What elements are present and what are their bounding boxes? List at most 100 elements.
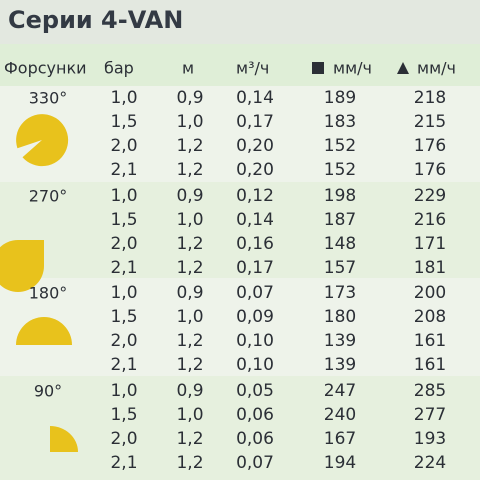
column-header: мм/ч	[417, 58, 456, 78]
table-cell: 173	[323, 283, 357, 303]
angle-label: 330°	[28, 88, 68, 108]
table-cell: 229	[413, 185, 447, 206]
table-cell: 2,1	[110, 257, 138, 278]
header-row	[0, 44, 480, 86]
table-cell: 1,0	[176, 307, 204, 327]
table-cell: 1,2	[176, 257, 204, 278]
table-cell: 1,5	[110, 404, 138, 425]
table-cell: 176	[413, 136, 447, 156]
table-cell: 171	[413, 233, 447, 254]
square-icon	[312, 62, 324, 74]
table-cell: 0,16	[236, 233, 274, 254]
group-band	[0, 376, 480, 480]
table-cell: 0,14	[236, 209, 274, 230]
spray-180	[16, 317, 72, 345]
table-cell: 0,10	[236, 355, 274, 375]
table-cell: 2,1	[110, 355, 138, 375]
table-cell: 181	[413, 257, 447, 278]
angle-label: 270°	[28, 186, 68, 205]
table-cell: 1,2	[176, 331, 204, 351]
table-cell: 152	[323, 136, 357, 156]
table-cell: 161	[413, 355, 447, 375]
table-cell: 1,5	[110, 209, 138, 230]
table-cell: 152	[323, 160, 357, 180]
table-cell: 176	[413, 160, 447, 180]
table-cell: 0,9	[176, 88, 204, 108]
table-cell: 194	[323, 452, 357, 473]
angle-label: 180°	[28, 283, 68, 303]
triangle-icon	[397, 62, 409, 74]
table-cell: 1,0	[110, 185, 138, 206]
spray-330	[16, 114, 69, 167]
column-header: м³/ч	[236, 58, 270, 78]
table-cell: 0,06	[236, 428, 274, 449]
table-cell: 139	[323, 331, 357, 351]
table-cell: 0,05	[236, 380, 274, 401]
table-cell: 285	[413, 380, 447, 401]
table-cell: 277	[413, 404, 447, 425]
table-cell: 0,14	[236, 88, 274, 108]
column-header: м	[182, 58, 195, 78]
column-header: мм/ч	[333, 58, 372, 78]
table-cell: 0,06	[236, 404, 274, 425]
table-cell: 1,0	[110, 88, 138, 108]
table-cell: 0,07	[236, 283, 274, 303]
title-bar	[0, 0, 480, 44]
table-cell: 148	[323, 233, 357, 254]
table-cell: 0,17	[236, 257, 274, 278]
group-band	[0, 182, 480, 278]
table-cell: 216	[413, 209, 447, 230]
table-cell: 247	[323, 380, 357, 401]
table-cell: 0,20	[236, 136, 274, 156]
table-cell: 0,09	[236, 307, 274, 327]
table-cell: 2,0	[110, 233, 138, 254]
table-cell: 180	[323, 307, 357, 327]
table-cell: 2,0	[110, 136, 138, 156]
table-cell: 0,9	[176, 185, 204, 206]
table-cell: 2,0	[110, 428, 138, 449]
column-header: Форсунки	[4, 58, 87, 78]
table-cell: 1,0	[176, 112, 204, 132]
table-cell: 2,1	[110, 160, 138, 180]
table-cell: 161	[413, 331, 447, 351]
table-cell: 1,0	[176, 209, 204, 230]
table-cell: 0,9	[176, 283, 204, 303]
table-cell: 1,2	[176, 355, 204, 375]
title: Серии 4-VAN	[8, 6, 184, 34]
table-cell: 0,07	[236, 452, 274, 473]
table-cell: 0,10	[236, 331, 274, 351]
table-cell: 1,2	[176, 428, 204, 449]
table-cell: 0,17	[236, 112, 274, 132]
table-cell: 208	[413, 307, 447, 327]
table-cell: 193	[413, 428, 447, 449]
table-cell: 2,1	[110, 452, 138, 473]
table-cell: 240	[323, 404, 357, 425]
table-cell: 198	[323, 185, 357, 206]
table-cell: 0,20	[236, 160, 274, 180]
table-cell: 0,12	[236, 185, 274, 206]
table-cell: 1,2	[176, 160, 204, 180]
table-cell: 0,9	[176, 380, 204, 401]
spray-90	[50, 426, 78, 452]
table-cell: 218	[413, 88, 447, 108]
table-cell: 167	[323, 428, 357, 449]
table-cell: 187	[323, 209, 357, 230]
table-cell: 157	[323, 257, 357, 278]
table-cell: 200	[413, 283, 447, 303]
table-cell: 1,0	[176, 404, 204, 425]
column-header: бар	[104, 58, 134, 78]
table-cell: 1,2	[176, 136, 204, 156]
table-cell: 2,0	[110, 331, 138, 351]
table-cell: 215	[413, 112, 447, 132]
angle-label: 90°	[33, 381, 63, 400]
table-cell: 1,0	[110, 283, 138, 303]
table-cell: 1,2	[176, 452, 204, 473]
table-cell: 1,5	[110, 307, 138, 327]
table-cell: 1,2	[176, 233, 204, 254]
table-cell: 1,5	[110, 112, 138, 132]
table-cell: 224	[413, 452, 447, 473]
table-cell: 1,0	[110, 380, 138, 401]
spray-270	[0, 240, 44, 292]
